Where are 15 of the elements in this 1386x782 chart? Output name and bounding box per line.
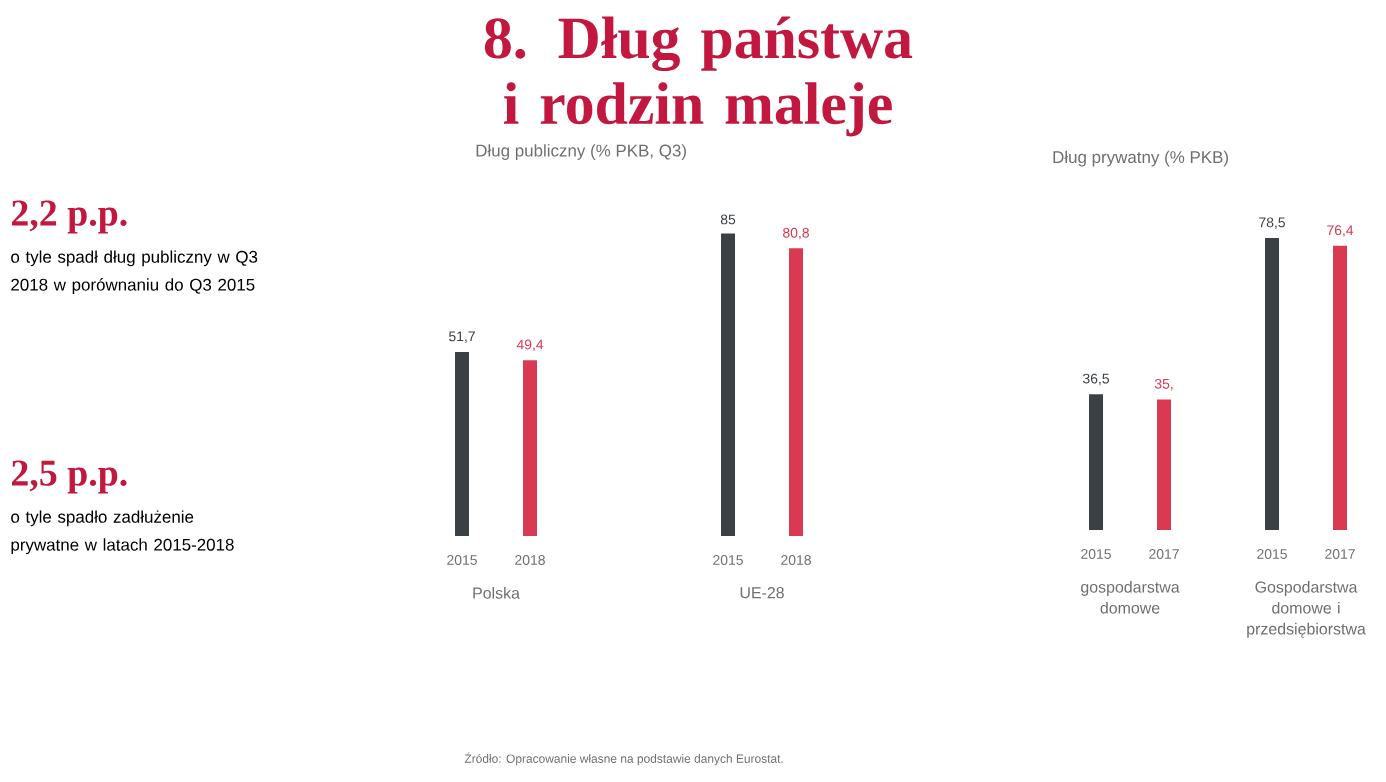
chart-title: Dług publiczny (% PKB, Q3) bbox=[476, 144, 686, 160]
bar bbox=[455, 351, 470, 536]
bar bbox=[1333, 245, 1348, 530]
bar bbox=[523, 360, 538, 536]
bar bbox=[721, 233, 736, 536]
chart-title: Dług prywatny (% PKB) bbox=[1053, 150, 1228, 167]
text: 2,5 p.p. bbox=[12, 460, 127, 494]
bar bbox=[789, 248, 804, 536]
bar bbox=[1089, 394, 1104, 530]
text: o tyle spadł dług publiczny w Q3 2018 w porównaniu do Q3 2015 bbox=[11, 250, 258, 295]
text: 2,2 p.p. bbox=[12, 200, 127, 234]
text: o tyle spadło zadłużenie prywatne w latach 2015-2018 bbox=[11, 510, 234, 555]
text: 8. Dług państwa i rodzin maleje bbox=[484, 16, 913, 137]
bar bbox=[1265, 237, 1280, 530]
bar bbox=[1157, 399, 1172, 530]
